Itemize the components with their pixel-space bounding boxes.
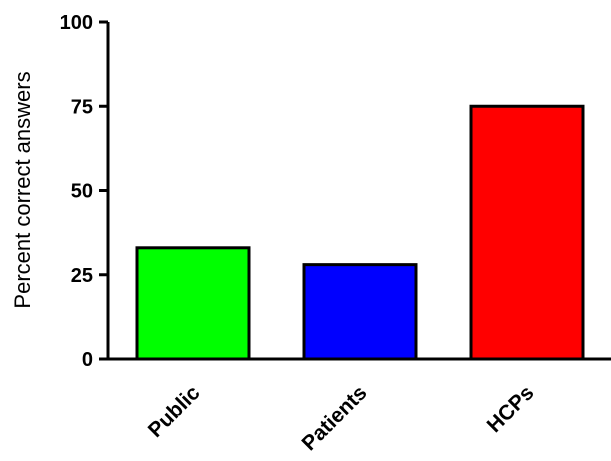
y-tick-label: 0 <box>82 349 93 371</box>
x-category-label: Public <box>144 381 205 442</box>
labels-layer: Public Patients HCPs <box>144 381 539 455</box>
y-tick-label: 50 <box>71 181 93 203</box>
y-tick-label: 75 <box>71 96 93 118</box>
y-tick-label: 100 <box>60 12 93 34</box>
x-category-label: HCPs <box>483 381 539 437</box>
y-axis-title: Percent correct answers <box>10 71 35 308</box>
bars-layer <box>135 104 585 361</box>
bar-public <box>135 246 251 361</box>
y-tick-label: 25 <box>71 265 93 287</box>
bar-hcps <box>469 104 585 361</box>
bar-patients <box>302 263 418 361</box>
x-category-label: Patients <box>297 381 371 455</box>
